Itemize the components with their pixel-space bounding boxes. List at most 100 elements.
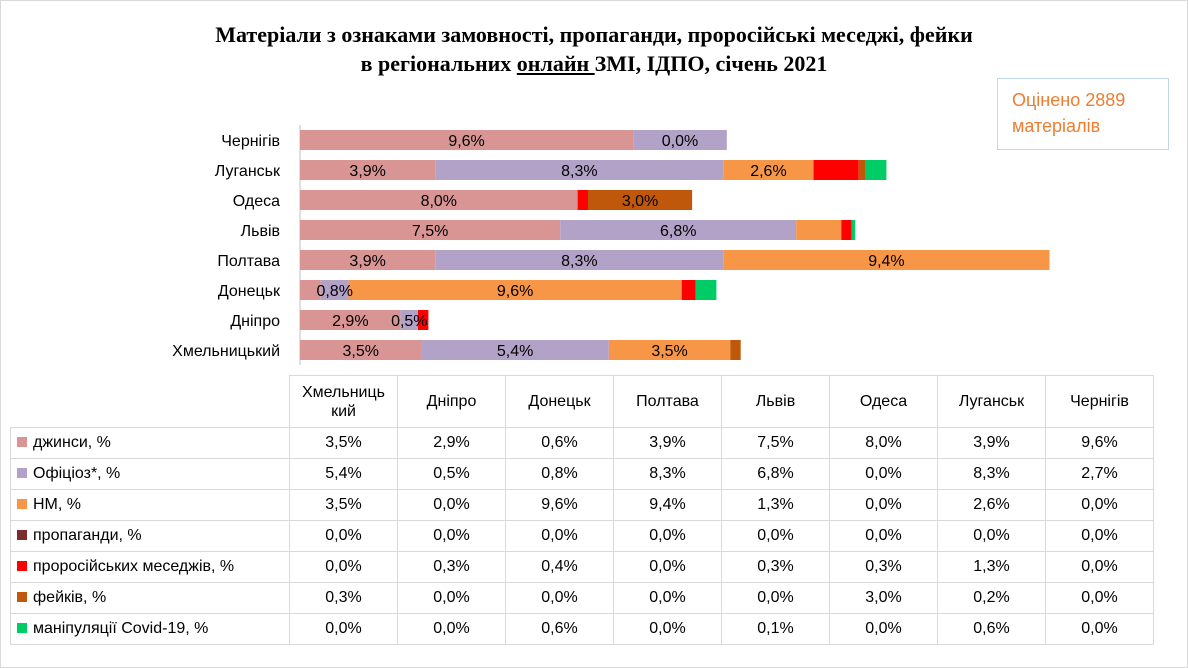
- table-cell: 0,3%: [721, 551, 830, 583]
- table-cell: 0,5%: [397, 458, 506, 490]
- table-cell: 0,0%: [505, 582, 614, 614]
- table-cell: 0,0%: [613, 520, 722, 552]
- table-cell: 5,4%: [289, 458, 398, 490]
- table-cell: 3,9%: [937, 427, 1046, 459]
- table-cell: 7,5%: [721, 427, 830, 459]
- data-table: Хмельниць кий Дніпро Донецьк Полтава Львів Оде…: [10, 375, 1154, 645]
- data-label: 3,5%: [651, 343, 687, 360]
- table-cell: 0,1%: [721, 613, 830, 645]
- legend-entry: джинси, %: [10, 427, 290, 459]
- bar-segment: [608, 340, 731, 360]
- bar-segment: [633, 130, 727, 150]
- table-cell: 9,6%: [1045, 427, 1154, 459]
- table-row: проросійських меседжів, % 0,0% 0,3% 0,4% 0,0…: [10, 551, 1154, 583]
- table-row: пропаганди, % 0,0% 0,0% 0,0% 0,0% 0,0% 0,0% 0,0…: [10, 520, 1154, 552]
- table-cell: 1,3%: [721, 489, 830, 521]
- column-header: Одеса: [829, 375, 938, 428]
- table-cell: 0,0%: [721, 520, 830, 552]
- bar-segment: [730, 340, 741, 360]
- stacked-bar-chart: Чернігів 9,6% 0,0% Луганськ 3,9% 8,3% 2,6% Одес…: [172, 125, 1050, 365]
- bar-segment: [841, 220, 852, 240]
- bar-segment: [300, 280, 321, 300]
- table-cell: 2,6%: [937, 489, 1046, 521]
- table-cell: 3,5%: [289, 489, 398, 521]
- table-cell: 0,0%: [613, 613, 722, 645]
- table-cell: 0,4%: [505, 551, 614, 583]
- table-row: Офіціоз*, % 5,4% 0,5% 0,8% 8,3% 6,8% 0,0% 8,3% 2…: [10, 458, 1154, 490]
- legend-entry: маніпуляції Covid-19, %: [10, 613, 290, 645]
- legend-label: джинси, %: [33, 434, 111, 451]
- legend-swatch: [17, 561, 27, 571]
- table-cell: 0,6%: [505, 613, 614, 645]
- legend-label: фейків, %: [33, 589, 107, 606]
- table-cell: 3,5%: [289, 427, 398, 459]
- table-cell: 0,3%: [289, 582, 398, 614]
- category-label: Дніпро: [230, 313, 280, 330]
- bar-segment: [588, 190, 693, 210]
- note-line-1: Оцінено 2889: [1012, 90, 1126, 110]
- title-line-2: в регіональних онлайн ЗМІ, ІДПО, січень …: [360, 51, 828, 76]
- bar-segment: [865, 160, 887, 180]
- table-cell: 3,9%: [613, 427, 722, 459]
- data-label: 3,9%: [349, 163, 385, 180]
- legend-swatch: [17, 499, 27, 509]
- bar-segment: [858, 160, 866, 180]
- bar-segment: [723, 250, 1050, 270]
- table-cell: 0,0%: [937, 520, 1046, 552]
- table-cell: 0,2%: [937, 582, 1046, 614]
- data-label: 8,0%: [421, 193, 457, 210]
- bar-segment: [421, 340, 609, 360]
- bar-segment: [435, 250, 724, 270]
- column-header: Дніпро: [397, 375, 506, 428]
- data-label: 2,9%: [332, 313, 368, 330]
- bar-segment: [300, 250, 436, 270]
- table-cell: 8,0%: [829, 427, 938, 459]
- bar-segment: [435, 160, 724, 180]
- table-cell: 9,4%: [613, 489, 722, 521]
- table-cell: 0,3%: [397, 551, 506, 583]
- legend-label: пропаганди, %: [33, 527, 142, 544]
- legend-label: НМ, %: [33, 496, 81, 513]
- table-row: фейків, % 0,3% 0,0% 0,0% 0,0% 0,0% 3,0% 0,2% 0,0…: [10, 582, 1154, 614]
- data-label: 3,0%: [622, 193, 658, 210]
- table-row: джинси, % 3,5% 2,9% 0,6% 3,9% 7,5% 8,0% 3,9% 9,6…: [10, 427, 1154, 459]
- table-cell: 3,0%: [829, 582, 938, 614]
- legend-label: проросійських меседжів, %: [33, 558, 235, 575]
- legend-swatch: [17, 468, 27, 478]
- table-cell: 0,0%: [829, 613, 938, 645]
- data-label: 0,0%: [662, 133, 698, 150]
- legend-swatch: [17, 592, 27, 602]
- table-cell: 0,0%: [613, 582, 722, 614]
- data-label: 8,3%: [561, 163, 597, 180]
- column-header: Полтава: [613, 375, 722, 428]
- table-cell: 0,0%: [1045, 520, 1154, 552]
- bar-segment: [300, 130, 634, 150]
- category-label: Одеса: [233, 193, 280, 210]
- bar-segment: [348, 280, 682, 300]
- data-label: 8,3%: [561, 253, 597, 270]
- data-label: 3,9%: [349, 253, 385, 270]
- bar-segment: [400, 310, 418, 330]
- title-underlined: онлайн: [516, 51, 595, 76]
- legend-label: маніпуляції Covid-19, %: [33, 620, 209, 637]
- data-label: 0,8%: [316, 283, 352, 300]
- table-cell: 0,0%: [397, 489, 506, 521]
- legend-swatch: [17, 437, 27, 447]
- legend-entry: фейків, %: [10, 582, 290, 614]
- table-cell: 0,8%: [505, 458, 614, 490]
- table-cell: 0,0%: [829, 520, 938, 552]
- legend-entry: проросійських меседжів, %: [10, 551, 290, 583]
- bar-segment: [851, 220, 856, 240]
- table-cell: 0,0%: [1045, 551, 1154, 583]
- category-label: Донецьк: [218, 283, 281, 300]
- table-cell: 6,8%: [721, 458, 830, 490]
- table-cell: 0,6%: [937, 613, 1046, 645]
- bar-segment: [300, 310, 401, 330]
- table-cell: 8,3%: [937, 458, 1046, 490]
- table-cell: 0,0%: [289, 520, 398, 552]
- bar-segment: [300, 160, 436, 180]
- legend-entry: НМ, %: [10, 489, 290, 521]
- legend-label: Офіціоз*, %: [33, 465, 121, 482]
- table-cell: 0,0%: [505, 520, 614, 552]
- note-line-2: матеріалів: [1012, 116, 1101, 136]
